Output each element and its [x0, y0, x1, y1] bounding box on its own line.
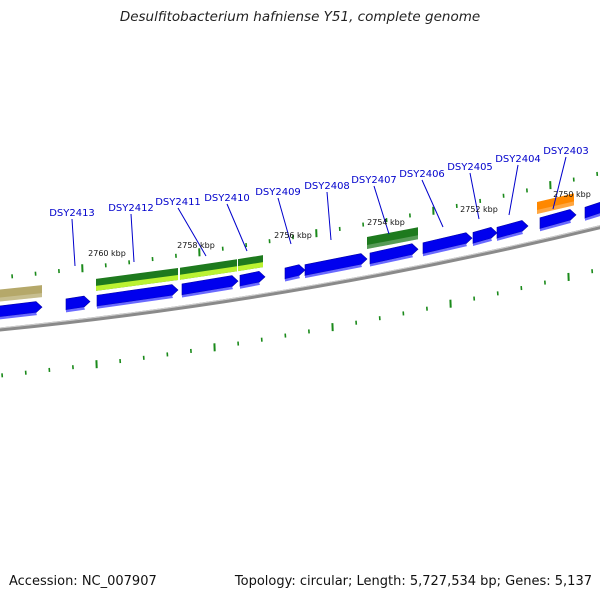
cds-arrow: [96, 284, 179, 307]
gene-label-dsy2407: DSY2407: [351, 175, 397, 186]
homology-hit: [0, 285, 42, 302]
gene-label-dsy2406: DSY2406: [399, 169, 445, 180]
homology-hit-band: [238, 262, 263, 272]
cds-arrow-shade: [473, 238, 492, 246]
leader-line: [130, 213, 135, 263]
leader-line: [373, 185, 390, 235]
genome-backbone: [0, 225, 600, 332]
cds-arrow-shade: [240, 282, 260, 289]
cds-arrow: [422, 232, 473, 255]
leader-line: [508, 164, 519, 216]
cds-arrow: [369, 243, 419, 265]
inner-tick-track: [1, 269, 594, 378]
homology-hit: [367, 227, 418, 250]
cds-arrow: [284, 264, 306, 280]
leader-line: [326, 191, 332, 241]
position-label: 2756 kbp: [274, 231, 312, 240]
cds-arrow: [65, 295, 91, 311]
cds-arrow-shade: [0, 312, 37, 320]
cds-arrow: [0, 301, 43, 318]
cds-arrow: [496, 220, 529, 239]
position-label: 2754 kbp: [367, 218, 405, 227]
leader-line: [226, 203, 248, 252]
accession-text: Accession: NC_007907: [9, 574, 157, 589]
position-labels: 2760 kbp 2758 kbp 2756 kbp 2754 kbp 2752 kbp…: [88, 190, 591, 258]
genome-summary-text: Topology: circular; Length: 5,727,534 bp…: [234, 574, 592, 589]
gene-label-dsy2410: DSY2410: [204, 193, 250, 204]
gene-label-dsy2409: DSY2409: [255, 187, 301, 198]
cds-arrow: [539, 209, 577, 230]
homology-hit-band: [180, 266, 237, 280]
cds-arrow: [181, 275, 239, 296]
cds-arrow: [239, 270, 266, 287]
position-label: 2760 kbp: [88, 249, 126, 258]
leader-line: [469, 172, 480, 220]
leader-line: [421, 179, 444, 228]
position-label: 2750 kbp: [553, 190, 591, 199]
gene-label-dsy2404: DSY2404: [495, 154, 541, 165]
map-title: Desulfitobacterium hafniense Y51, comple…: [119, 9, 481, 25]
gene-label-dsy2412: DSY2412: [108, 203, 154, 214]
gene-label-dsy2408: DSY2408: [304, 181, 350, 192]
homology-hit-band: [96, 275, 178, 291]
leader-line: [277, 197, 292, 245]
homology-hit-track: [0, 193, 574, 302]
genome-backbone-highlight: [0, 225, 600, 329]
cds-arrow-shade: [423, 243, 467, 257]
cds-arrow-shade: [370, 254, 413, 267]
leader-line: [177, 207, 207, 257]
outer-tick-track: [11, 171, 599, 279]
leader-line: [552, 156, 567, 210]
gene-label-dsy2413: DSY2413: [49, 208, 95, 219]
position-label: 2752 kbp: [460, 205, 498, 214]
cds-arrow: [472, 226, 498, 244]
cds-track: [0, 201, 600, 320]
cds-arrow-shade: [66, 307, 85, 313]
gene-label-dsy2405: DSY2405: [447, 162, 493, 173]
homology-hit: [537, 193, 574, 214]
gene-label-dsy2411: DSY2411: [155, 197, 201, 208]
gene-label-dsy2403: DSY2403: [543, 146, 589, 157]
homology-hit-band: [367, 235, 418, 250]
cds-arrow-shade: [305, 264, 362, 279]
cds-arrow-shade: [540, 220, 571, 232]
cds-arrow-shade: [497, 231, 523, 241]
cds-arrow: [584, 201, 600, 219]
homology-hit-band: [537, 201, 574, 214]
cds-arrow: [304, 253, 368, 277]
position-label: 2758 kbp: [177, 241, 215, 250]
homology-hit-band: [0, 293, 42, 302]
cds-arrow-shade: [182, 286, 233, 298]
leader-line: [71, 218, 76, 267]
cds-arrow-shade: [585, 213, 600, 221]
cds-arrow-shade: [97, 295, 173, 309]
cds-arrow-shade: [285, 275, 300, 282]
label-leader-lines: [71, 156, 567, 267]
